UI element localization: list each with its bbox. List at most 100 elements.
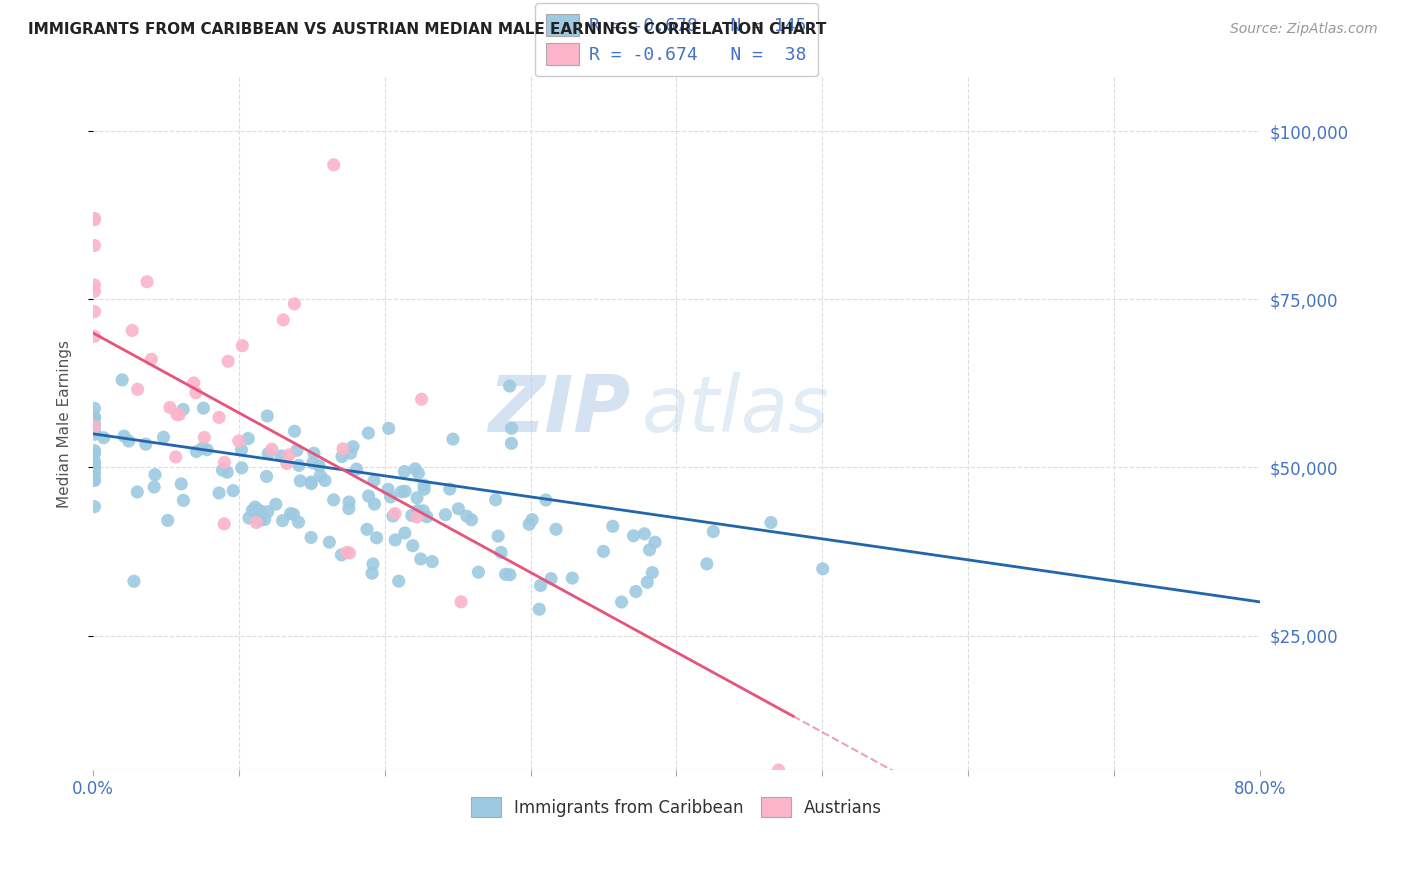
Point [83,474,105,488]
Point [217,354,239,368]
Point [381,509,404,524]
Point [522,513,544,527]
Point [112,429,135,443]
Text: IMMIGRANTS FROM CARIBBEAN VS AUSTRIAN MEDIAN MALE EARNINGS CORRELATION CHART: IMMIGRANTS FROM CARIBBEAN VS AUSTRIAN ME… [28,22,827,37]
Point [83,500,105,514]
Y-axis label: Median Male Earnings: Median Male Earnings [58,340,72,508]
Point [439,482,461,496]
Point [357,425,380,440]
Point [83,462,105,476]
Point [759,516,782,530]
Point [83,277,105,292]
Point [309,468,332,483]
Point [339,446,361,460]
Point [83,419,105,434]
Point [356,522,378,536]
Point [283,424,305,438]
Point [212,516,235,531]
Point [322,158,344,172]
Point [83,285,105,299]
Point [238,432,260,446]
Point [208,486,231,500]
Point [83,304,105,318]
Point [412,504,434,518]
Point [308,458,330,473]
Point [83,211,105,226]
Point [540,572,562,586]
Point [384,533,406,547]
Point [243,500,266,514]
Point [299,475,322,489]
Point [337,501,360,516]
Text: Source: ZipAtlas.com: Source: ZipAtlas.com [1230,22,1378,37]
Point [702,524,724,539]
Legend: Immigrants from Caribbean, Austrians: Immigrants from Caribbean, Austrians [464,790,889,824]
Point [413,482,436,496]
Point [193,401,215,416]
Point [167,408,190,422]
Point [253,512,276,526]
Point [166,408,188,422]
Point [231,442,253,457]
Point [447,501,470,516]
Point [394,465,416,479]
Point [498,379,520,393]
Point [696,557,718,571]
Point [143,480,166,494]
Point [346,462,368,476]
Point [420,555,443,569]
Point [322,492,344,507]
Point [336,545,359,559]
Point [245,516,267,530]
Point [83,458,105,472]
Point [214,455,236,469]
Point [93,431,115,445]
Point [127,382,149,396]
Point [118,434,141,448]
Point [83,446,105,460]
Point [152,430,174,444]
Point [811,562,834,576]
Point [83,401,105,416]
Point [529,602,551,616]
Point [330,450,353,464]
Point [456,509,478,524]
Point [122,574,145,589]
Point [83,424,105,438]
Point [409,552,432,566]
Point [391,484,413,499]
Point [406,503,429,517]
Point [288,458,311,473]
Point [517,517,540,532]
Point [141,352,163,367]
Point [184,385,207,400]
Text: atlas: atlas [641,372,830,448]
Point [257,446,280,460]
Point [529,578,551,592]
Point [495,567,517,582]
Point [339,546,361,560]
Point [330,548,353,562]
Point [83,410,105,425]
Point [83,329,105,343]
Point [394,484,416,499]
Point [276,457,298,471]
Point [363,474,385,488]
Point [314,474,336,488]
Point [467,565,489,579]
Point [271,514,294,528]
Point [441,432,464,446]
Point [165,450,187,464]
Point [121,323,143,337]
Point [416,509,439,524]
Point [406,491,429,505]
Point [534,493,557,508]
Point [401,508,423,523]
Point [240,503,263,517]
Text: ZIP: ZIP [488,372,630,448]
Point [408,467,430,481]
Point [394,526,416,541]
Point [249,504,271,518]
Point [357,489,380,503]
Point [83,454,105,468]
